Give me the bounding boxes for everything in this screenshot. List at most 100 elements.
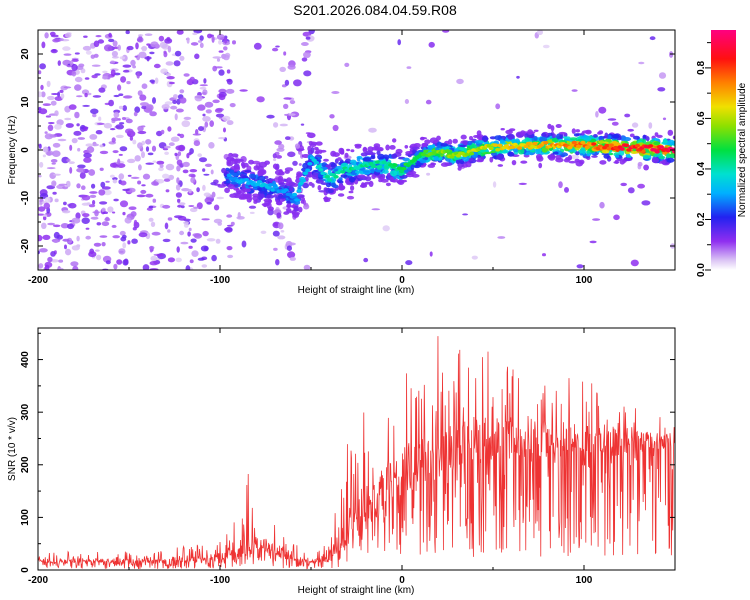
heatmap-cell (112, 235, 120, 239)
heatmap-cell (81, 185, 86, 190)
heatmap-cell (499, 139, 504, 144)
heatmap-cell (658, 155, 666, 160)
spectrogram-x-ticks: -200 -100 0 100 (28, 30, 676, 286)
heatmap-cell (338, 177, 343, 182)
heatmap-cell (273, 122, 279, 128)
heatmap-cell (385, 182, 391, 187)
heatmap-cell (193, 233, 203, 239)
heatmap-cell (145, 104, 154, 111)
heatmap-cell (456, 78, 464, 85)
heatmap-cell (193, 140, 201, 147)
heatmap-cell (182, 161, 190, 167)
heatmap-cell (315, 141, 323, 146)
heatmap-cell (666, 153, 670, 159)
heatmap-cell (460, 134, 467, 140)
heatmap-cell (257, 165, 264, 172)
heatmap-cell (151, 181, 159, 186)
heatmap-cell (552, 151, 559, 155)
heatmap-cell (69, 60, 74, 66)
heatmap-cell (209, 120, 214, 127)
ridge-cell (530, 144, 536, 149)
heatmap-cell (337, 157, 342, 161)
heatmap-cell (89, 134, 98, 140)
heatmap-cell (411, 173, 420, 178)
heatmap-cell (99, 167, 104, 171)
heatmap-cell (180, 241, 189, 245)
heatmap-cell (174, 50, 182, 57)
heatmap-cell (212, 99, 220, 104)
heatmap-cell (287, 151, 296, 158)
heatmap-cell (148, 205, 154, 209)
heatmap-cell (162, 204, 171, 209)
heatmap-cell (643, 164, 649, 171)
ridge-cell (420, 152, 427, 157)
heatmap-cell (206, 238, 216, 242)
heatmap-cell (266, 114, 275, 119)
y-tick-label: 200 (20, 456, 31, 473)
heatmap-cell (200, 245, 209, 252)
heatmap-cell (624, 113, 631, 118)
heatmap-cell (348, 176, 356, 183)
y-tick-label: 20 (20, 48, 31, 60)
heatmap-cell (168, 142, 175, 147)
heatmap-cell (183, 221, 190, 225)
heatmap-cell (248, 159, 255, 165)
heatmap-cell (195, 129, 199, 135)
heatmap-cell (547, 123, 552, 130)
heatmap-cell (226, 246, 233, 251)
heatmap-cell (253, 200, 258, 204)
heatmap-cell (86, 92, 92, 96)
ridge-cell (370, 163, 376, 168)
heatmap-cell (156, 253, 164, 257)
heatmap-cell (111, 224, 117, 228)
heatmap-cell (471, 255, 478, 260)
heatmap-cell (287, 251, 296, 259)
heatmap-cell (287, 242, 296, 246)
heatmap-cell (137, 130, 147, 135)
heatmap-cell (52, 142, 61, 148)
heatmap-cell (119, 122, 125, 125)
heatmap-cell (571, 128, 576, 134)
heatmap-cell (89, 194, 97, 198)
heatmap-cell (442, 30, 450, 33)
heatmap-cell (236, 170, 241, 176)
heatmap-cell (65, 248, 72, 256)
ridge-cell (619, 147, 625, 151)
heatmap-cell (162, 148, 169, 151)
heatmap-cell (96, 222, 102, 226)
ridge-cell (272, 183, 278, 188)
heatmap-cell (134, 155, 141, 162)
heatmap-cell (65, 123, 74, 128)
heatmap-cell (374, 145, 379, 151)
heatmap-cell (117, 44, 121, 51)
heatmap-cell (181, 188, 190, 192)
heatmap-cell (301, 57, 308, 62)
heatmap-cell (505, 129, 513, 135)
heatmap-cell (128, 206, 137, 210)
heatmap-cell (205, 109, 212, 114)
y-tick-label: -20 (20, 238, 31, 253)
heatmap-cell (241, 175, 247, 179)
heatmap-cell (121, 117, 127, 120)
y-tick-label: 400 (20, 351, 31, 368)
heatmap-cell (165, 61, 174, 66)
heatmap-cell (637, 183, 645, 189)
heatmap-cell (362, 170, 370, 173)
heatmap-cell (583, 137, 592, 142)
heatmap-cell (107, 206, 114, 213)
heatmap-cell (452, 138, 458, 144)
heatmap-cell (112, 40, 118, 47)
heatmap-cell (62, 186, 69, 190)
heatmap-cell (188, 173, 196, 178)
heatmap-cell (177, 133, 181, 137)
heatmap-cell (611, 121, 619, 126)
ridge-cell (575, 144, 582, 149)
y-tick-label: 100 (20, 509, 31, 526)
heatmap-cell (134, 106, 141, 113)
heatmap-cell (203, 78, 207, 84)
heatmap-cell (288, 113, 296, 116)
heatmap-cell (85, 143, 94, 147)
ridge-cell (375, 160, 381, 164)
heatmap-cell (164, 151, 170, 155)
heatmap-cell (70, 261, 79, 267)
